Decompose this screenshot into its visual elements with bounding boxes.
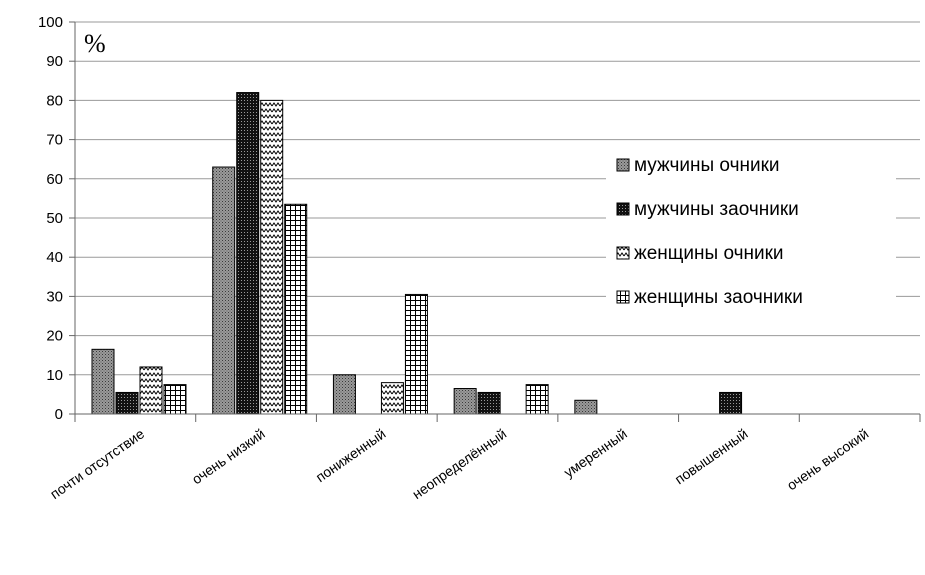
y-axis-ticks: 0 10 20 30 40 50 60 70 80 90 100 — [38, 14, 63, 423]
x-tick-label: повышенный — [672, 425, 751, 487]
legend: мужчины очники мужчины заочники женщины оч… — [606, 146, 896, 324]
y-tick-label: 90 — [46, 53, 63, 70]
legend-background — [606, 146, 896, 324]
x-tick-label: очень высокий — [784, 425, 872, 493]
legend-label: женщины очники — [634, 243, 784, 264]
bars — [91, 92, 743, 415]
legend-swatch — [616, 290, 630, 304]
unit-label: % — [84, 29, 106, 58]
y-tick-label: 80 — [46, 92, 63, 109]
bar — [236, 92, 260, 415]
bar — [115, 391, 139, 415]
x-tick-label: почти отсутствие — [47, 425, 147, 502]
y-tick-label: 40 — [46, 249, 63, 266]
x-tick-label: очень низкий — [189, 425, 268, 487]
bar — [91, 348, 115, 415]
bar — [139, 366, 163, 415]
x-tick-label: неопределённый — [409, 425, 509, 502]
legend-swatch — [616, 246, 630, 260]
x-tick-label: умеренный — [561, 425, 630, 480]
y-tick-label: 60 — [46, 171, 63, 188]
legend-label: женщины заочники — [634, 287, 803, 308]
legend-swatch — [616, 158, 630, 172]
legend-swatch — [616, 202, 630, 216]
bar — [719, 391, 743, 415]
y-tick-label: 20 — [46, 328, 63, 345]
category-labels: почти отсутствие очень низкий пониженный не… — [47, 425, 871, 502]
bar — [260, 99, 284, 415]
bar — [404, 293, 428, 415]
legend-label: мужчины заочники — [634, 199, 799, 220]
bar — [212, 166, 236, 415]
bar — [332, 374, 356, 415]
axes — [69, 21, 921, 422]
y-tick-label: 70 — [46, 132, 63, 149]
bar — [574, 399, 598, 415]
y-tick-label: 10 — [46, 367, 63, 384]
bar — [163, 384, 187, 415]
y-tick-label: 100 — [38, 14, 63, 31]
bar — [477, 391, 501, 415]
y-tick-label: 0 — [55, 406, 63, 423]
bar — [284, 203, 308, 415]
bar — [380, 382, 404, 415]
y-tick-label: 30 — [46, 288, 63, 305]
legend-label: мужчины очники — [634, 155, 780, 176]
y-tick-label: 50 — [46, 210, 63, 227]
x-tick-label: пониженный — [313, 425, 389, 485]
bar — [525, 384, 549, 415]
bar — [453, 388, 477, 415]
